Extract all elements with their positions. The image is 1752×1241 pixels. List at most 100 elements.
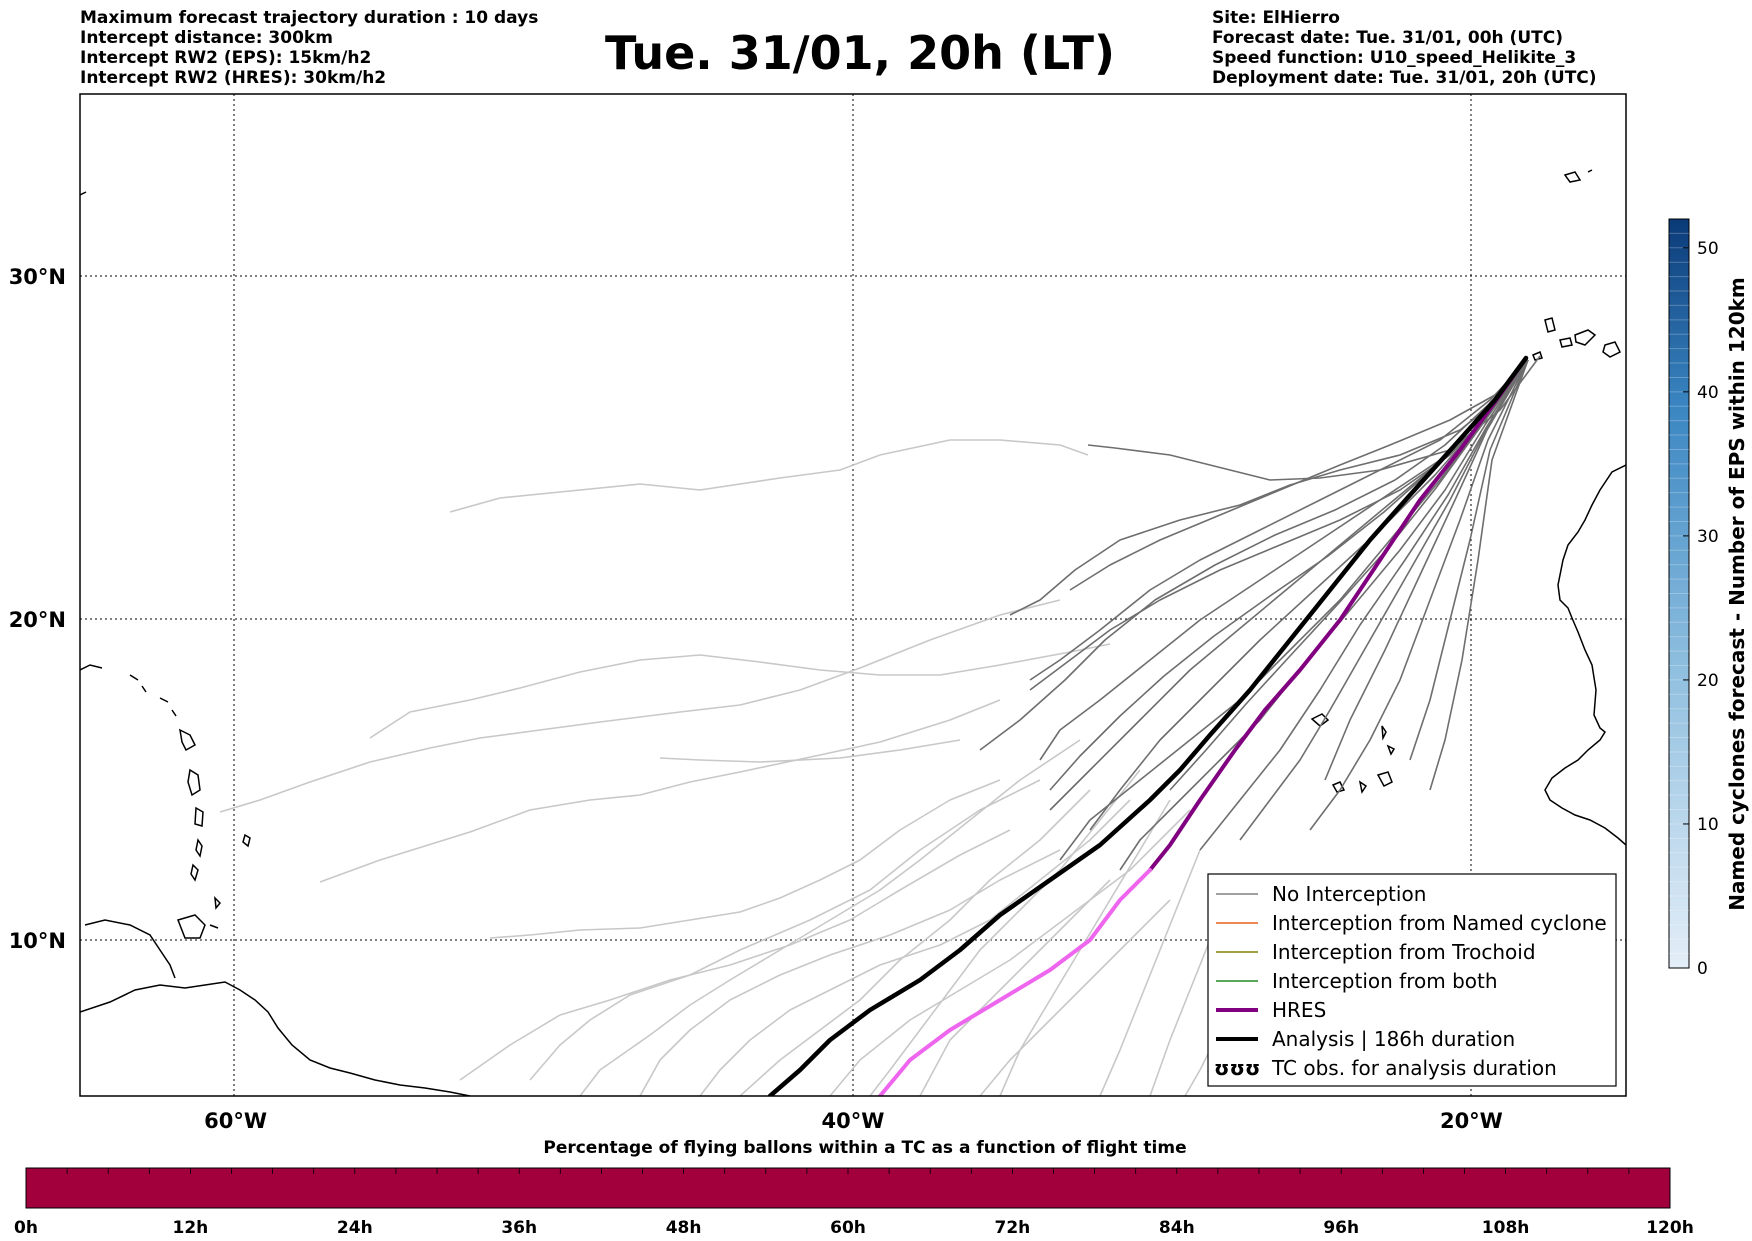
hres-track-far (878, 868, 1152, 1096)
ensemble-track-near (1169, 359, 1529, 791)
ensemble-track-near (1089, 359, 1529, 831)
header-left-line: Intercept RW2 (HRES): 30km/h2 (80, 68, 387, 88)
cape-verde-6 (1331, 781, 1346, 793)
time-bar-tick-label: 12h (173, 1218, 209, 1238)
map-frame-border (79, 93, 1627, 1097)
ensemble-track-far (459, 829, 1011, 1081)
legend-box (1207, 873, 1617, 1087)
cape-verde-5 (1376, 771, 1393, 787)
ensemble-track-near (1309, 359, 1529, 831)
legend-item-label: HRES (1272, 998, 1326, 1022)
colorbar-tick-label: 20 (1697, 671, 1719, 691)
ensemble-track-far (919, 879, 1111, 1096)
time-bar-tick-label: 48h (666, 1218, 702, 1238)
ensemble-track-far (449, 439, 1089, 513)
island-lesser-antilles-5 (190, 863, 199, 882)
time-bar-tick-label: 84h (1159, 1218, 1195, 1238)
time-bar-tick-labels: 0h 12h 24h 36h 48h 60h 72h 84h 96h 108h 120h (14, 1218, 1694, 1238)
legend-tc-symbol-icon: ʊʊʊ (1214, 1056, 1260, 1080)
madeira-2 (1587, 169, 1593, 173)
analysis-track-line (767, 355, 1529, 1096)
coastline-trinidad (177, 914, 206, 939)
lon-tick-label: 60°W (204, 1109, 267, 1133)
coastline-south-america (80, 981, 471, 1096)
hres-track-near (1148, 356, 1528, 872)
ensemble-track-near (1029, 359, 1529, 691)
time-bar-tick-label: 108h (1482, 1218, 1530, 1238)
lon-tick-label: 40°W (822, 1109, 885, 1133)
header-left-line: Maximum forecast trajectory duration : 1… (80, 8, 539, 28)
island-barbados (242, 833, 251, 848)
legend-item-label: TC obs. for analysis duration (1271, 1056, 1557, 1080)
time-bar-tick-label: 36h (501, 1218, 537, 1238)
header-right-line: Deployment date: Tue. 31/01, 20h (UTC) (1212, 68, 1597, 88)
ensemble-track-far (869, 769, 1141, 1096)
ensemble-track-far (739, 789, 1091, 1096)
coastline-venezuela-bay (84, 919, 176, 979)
island-puerto-rico-east (129, 674, 147, 693)
coastline-africa-north (1625, 469, 1626, 470)
latitude-tick-labels: 30°N 20°N 10°N (9, 265, 66, 953)
island-lesser-antilles-2 (187, 768, 201, 797)
colorbar-tick-label: 10 (1697, 815, 1719, 835)
ensemble-track-near (1059, 359, 1529, 861)
lat-tick-label: 30°N (9, 265, 66, 289)
legend-item-label: Interception from Named cyclone (1272, 911, 1607, 935)
time-bar-tick-label: 0h (14, 1218, 38, 1238)
header-right-line: Speed function: U10_speed_Helikite_3 (1212, 48, 1577, 68)
flight-time-bar: Percentage of flying ballons within a TC… (14, 1138, 1694, 1238)
island-lesser-antilles-3 (194, 806, 204, 827)
lat-tick-label: 20°N (9, 608, 66, 632)
island-lesser-antilles-4 (195, 838, 203, 858)
lon-tick-label: 20°W (1440, 1109, 1503, 1133)
longitude-tick-labels: 60°W 40°W 20°W (204, 1109, 1503, 1133)
ensemble-track-far (659, 739, 961, 763)
canary-island-1 (1544, 317, 1556, 333)
time-bar-tick-label: 72h (995, 1218, 1031, 1238)
ensemble-track-near (1029, 359, 1529, 681)
island-tobago (209, 924, 219, 929)
ensemble-track-far (1099, 849, 1201, 1096)
cape-verde-1 (1310, 713, 1330, 727)
time-bar-tick-label: 24h (337, 1218, 373, 1238)
ensemble-track-far (639, 849, 1061, 1096)
cape-verde-3 (1386, 744, 1396, 756)
island-virgin-islands (80, 664, 103, 671)
canary-island-el-hierro (1532, 350, 1543, 361)
ensemble-track-near (1069, 359, 1529, 591)
header-left-line: Intercept distance: 300km (80, 28, 333, 48)
colorbar-tick-label: 30 (1697, 527, 1719, 547)
header-right-line: Site: ElHierro (1212, 8, 1340, 28)
coastlines (80, 169, 1626, 1096)
legend-item-label: Interception from both (1272, 969, 1498, 993)
hres-trajectory (878, 356, 1528, 1096)
cape-verde-2 (1381, 725, 1387, 741)
time-bar-tick-label: 96h (1323, 1218, 1359, 1238)
ensemble-track-far (829, 809, 1191, 1096)
ensemble-track-far (219, 599, 1061, 813)
island-grenada (214, 895, 222, 910)
analysis-trajectory (767, 355, 1529, 1096)
ensemble-track-near (1239, 359, 1529, 841)
ensemble-track-far (529, 779, 1041, 1081)
legend-item-label: No Interception (1272, 882, 1426, 906)
map-legend: No Interception Interception from Named c… (1207, 873, 1617, 1087)
colorbar-gradient (1668, 218, 1690, 969)
time-bar-title: Percentage of flying ballons within a TC… (543, 1138, 1186, 1158)
header-info-left: Maximum forecast trajectory duration : 1… (80, 8, 538, 88)
ensemble-track-far (979, 899, 1171, 1096)
canary-island-fuerteventura (1602, 341, 1622, 358)
time-bar-fill (25, 1167, 1671, 1209)
header-right-line: Forecast date: Tue. 31/01, 00h (UTC) (1212, 28, 1563, 48)
ensemble-track-near (1324, 359, 1529, 781)
ensemble-track-far (579, 739, 1081, 1096)
page-title: Tue. 31/01, 20h (LT) (605, 26, 1115, 80)
ensemble-track-far (369, 643, 1111, 739)
ensemble-track-far (489, 779, 1001, 939)
coastline-far-left-top (80, 191, 87, 196)
cape-verde-4 (1358, 780, 1368, 794)
canary-island-gran-canaria (1574, 329, 1597, 346)
madeira (1563, 171, 1582, 183)
time-bar-minor-ticks (66, 1168, 1630, 1174)
ensemble-track-near (1429, 359, 1529, 791)
